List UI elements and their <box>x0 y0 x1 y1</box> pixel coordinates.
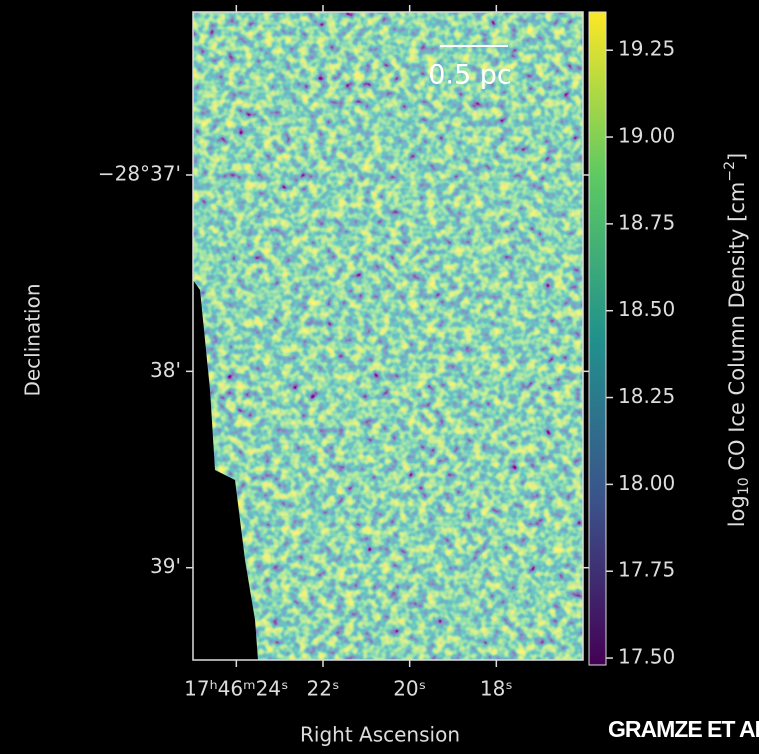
y-tick-label: −28°37' <box>98 161 181 185</box>
colorbar-label-part: CO Ice Column Density [cm <box>725 182 749 478</box>
colorbar-label: log10 CO Ice Column Density [cm−2] <box>722 153 752 527</box>
colorbar-tick-label: 18.50 <box>618 297 675 321</box>
x-tick-label: 20ˢ <box>393 677 426 701</box>
x-axis-label: Right Ascension <box>300 723 460 747</box>
y-axis-label: Declination <box>21 283 45 396</box>
colorbar-tick-label: 17.75 <box>618 558 675 582</box>
x-tick-label: 18ˢ <box>480 677 513 701</box>
colorbar <box>588 11 607 666</box>
colorbar-label-part: −2 <box>722 161 738 182</box>
column-density-map <box>193 12 583 660</box>
y-tick-label: 38' <box>150 358 181 382</box>
x-tick-label: 22ˢ <box>307 677 340 701</box>
colorbar-tick-label: 19.00 <box>618 124 675 148</box>
colorbar-tick-label: 19.25 <box>618 37 675 61</box>
colorbar-tick-label: 18.25 <box>618 384 675 408</box>
scale-bar-label: 0.5 pc <box>428 60 512 91</box>
colorbar-label-part: ] <box>725 153 749 161</box>
plot-frame <box>192 11 584 661</box>
colorbar-label-part: log <box>725 495 749 527</box>
colorbar-label-part: 10 <box>736 477 752 495</box>
watermark: GRAMZE ET AL <box>608 716 759 742</box>
y-tick-label: 39' <box>150 554 181 578</box>
colorbar-tick-label: 18.75 <box>618 210 675 234</box>
colorbar-tick-label: 17.50 <box>618 645 675 669</box>
x-tick-label: 17ʰ46ᵐ24ˢ <box>184 677 288 701</box>
colorbar-tick-label: 18.00 <box>618 471 675 495</box>
